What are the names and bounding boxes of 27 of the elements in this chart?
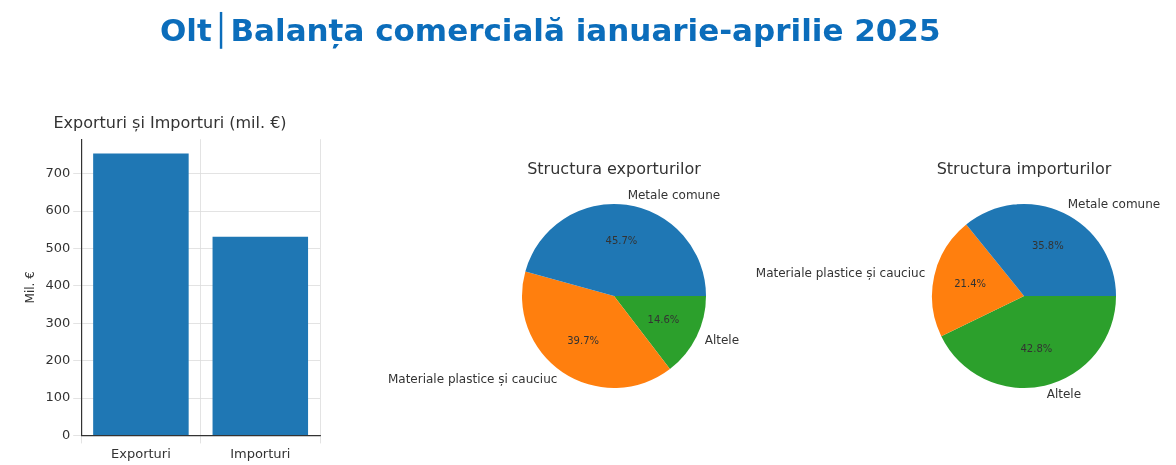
- chart-subtitle: Exporturi și Importuri (mil. €): [53, 112, 287, 132]
- y-tick-label: 600: [45, 202, 71, 218]
- data-label: 21.4%: [954, 277, 987, 289]
- y-tick-label: 700: [45, 164, 71, 180]
- y-tick-label: 100: [45, 389, 71, 405]
- chart-title: Structura exporturilor: [527, 159, 702, 179]
- data-label: 35.8%: [1031, 239, 1064, 251]
- y-tick-label: 400: [45, 277, 71, 293]
- slice-label: Metale comune: [1067, 196, 1161, 211]
- data-label: 45.7%: [605, 234, 638, 246]
- slice-label: Altele: [1046, 386, 1082, 401]
- x-tick-label: Importuri: [230, 445, 291, 461]
- x-tick-label: Exporturi: [111, 445, 171, 461]
- slice-label: Materiale plastice și cauciuc: [387, 372, 558, 386]
- y-axis-title: Mil. €: [23, 271, 38, 304]
- data-label: 42.8%: [1020, 343, 1053, 355]
- text: Olt│Balanța comercială ianuarie-aprilie 2025: [160, 12, 941, 48]
- y-tick-label: 300: [45, 314, 71, 330]
- chart-title: Structura importurilor: [936, 159, 1112, 179]
- y-tick-label: 500: [45, 239, 71, 255]
- data-label: 14.6%: [647, 314, 680, 326]
- y-tick-label: 200: [45, 351, 71, 367]
- slice-label: Altele: [704, 332, 740, 347]
- data-label: 39.7%: [567, 335, 600, 347]
- slice-label: Materiale plastice și cauciuc: [755, 266, 926, 281]
- slice-label: Metale comune: [627, 187, 721, 202]
- y-tick-label: 0: [61, 426, 71, 442]
